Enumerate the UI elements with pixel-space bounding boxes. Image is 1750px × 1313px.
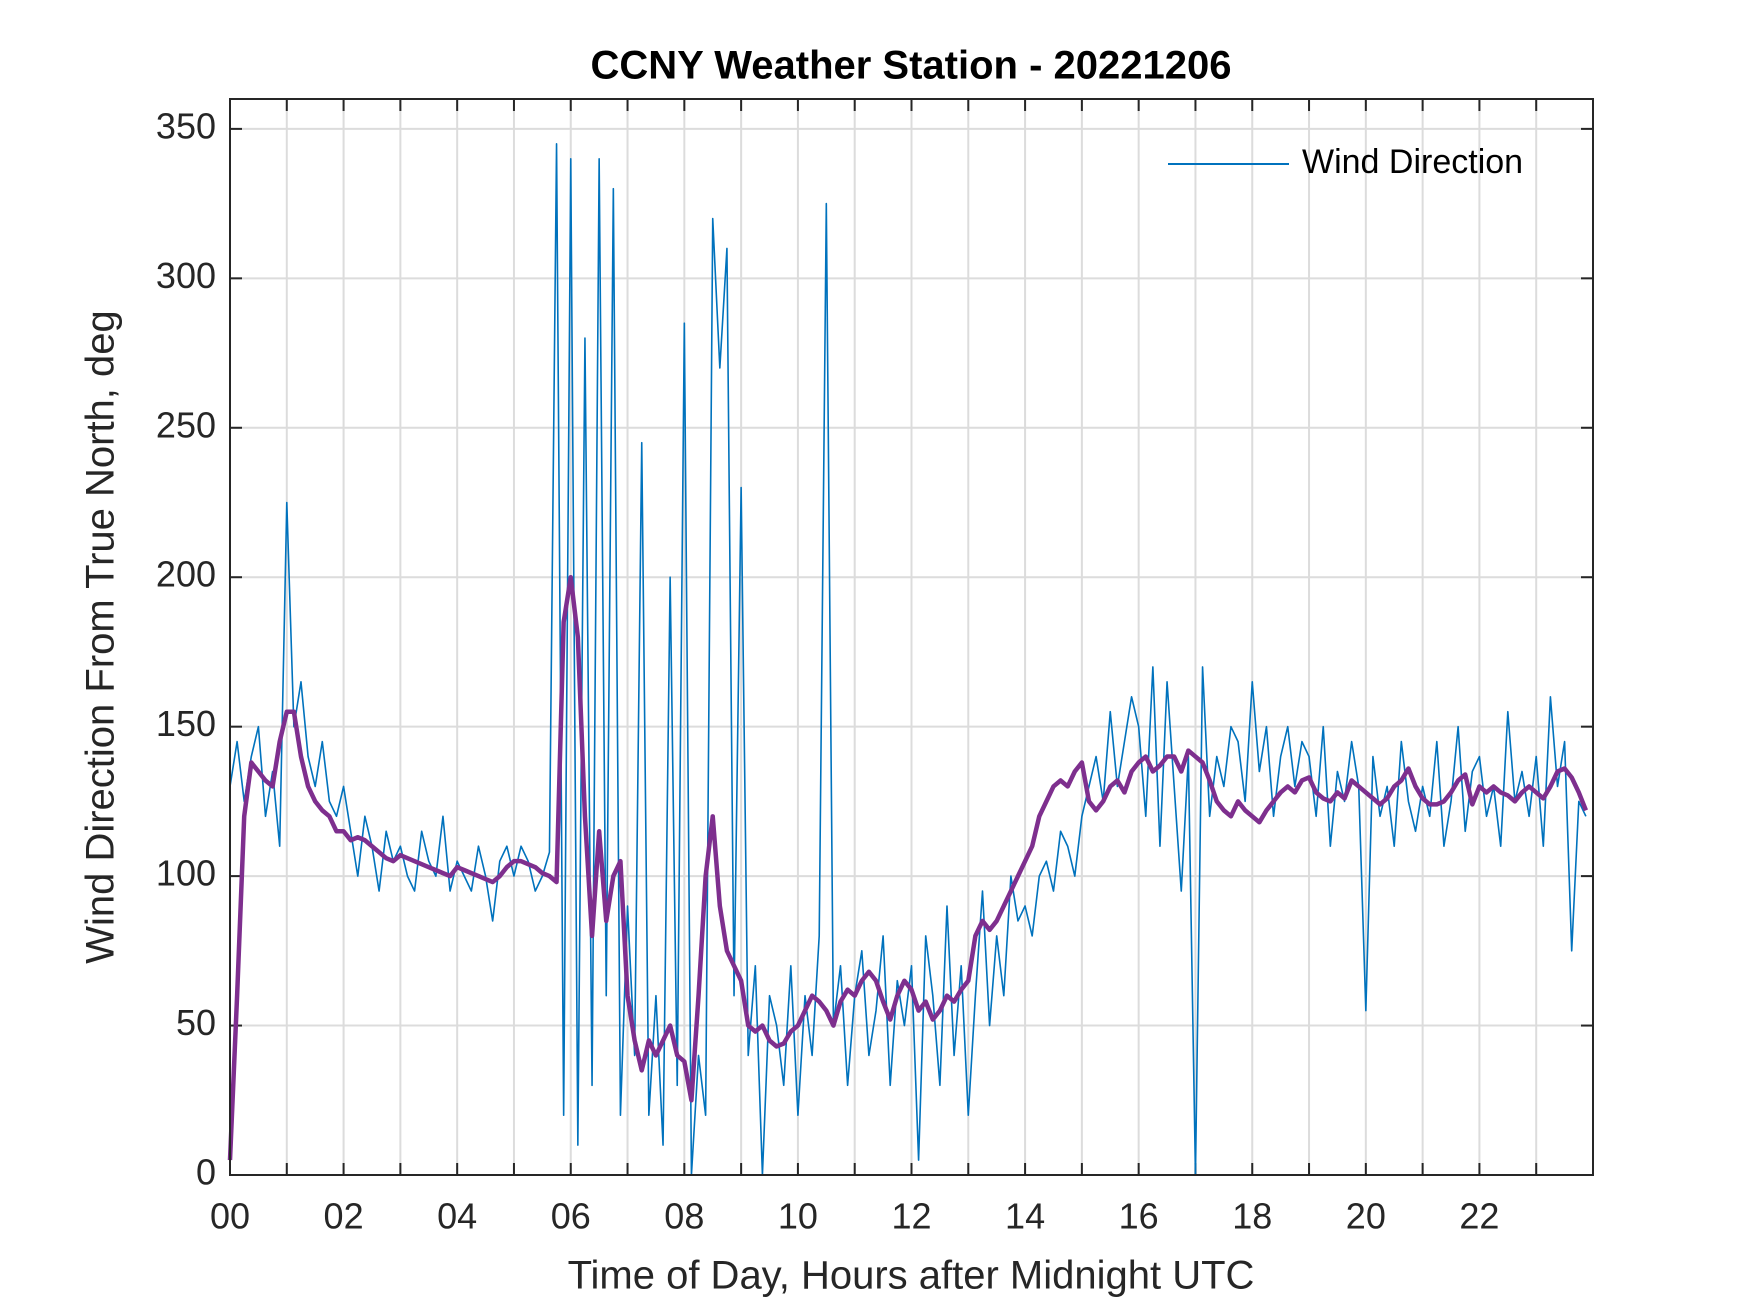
y-tick-label: 250 — [156, 404, 216, 445]
x-tick-label: 06 — [551, 1196, 591, 1237]
x-tick-label: 02 — [324, 1196, 364, 1237]
chart-title: CCNY Weather Station - 20221206 — [591, 44, 1232, 88]
x-tick-label: 20 — [1346, 1196, 1386, 1237]
x-tick-label: 00 — [210, 1196, 250, 1237]
y-tick-label: 0 — [196, 1152, 216, 1193]
y-tick-label: 100 — [156, 853, 216, 894]
y-tick-label: 200 — [156, 554, 216, 595]
y-tick-label: 350 — [156, 105, 216, 146]
x-tick-label: 12 — [891, 1196, 931, 1237]
plot-frame — [229, 98, 1594, 1176]
x-tick-label: 16 — [1119, 1196, 1159, 1237]
x-tick-label: 10 — [778, 1196, 818, 1237]
y-tick-label: 150 — [156, 703, 216, 744]
x-tick-label: 18 — [1232, 1196, 1272, 1237]
x-tick-label: 08 — [664, 1196, 704, 1237]
x-tick-label: 04 — [437, 1196, 477, 1237]
y-axis-label: Wind Direction From True North, deg — [79, 310, 123, 964]
x-axis-label: Time of Day, Hours after Midnight UTC — [568, 1254, 1255, 1298]
legend-label: Wind Direction — [1302, 143, 1523, 181]
data-line — [227, 574, 1588, 1161]
y-tick-label: 300 — [156, 255, 216, 296]
x-tick-label: 22 — [1459, 1196, 1499, 1237]
x-tick-label: 14 — [1005, 1196, 1045, 1237]
y-tick-label: 50 — [176, 1002, 216, 1043]
